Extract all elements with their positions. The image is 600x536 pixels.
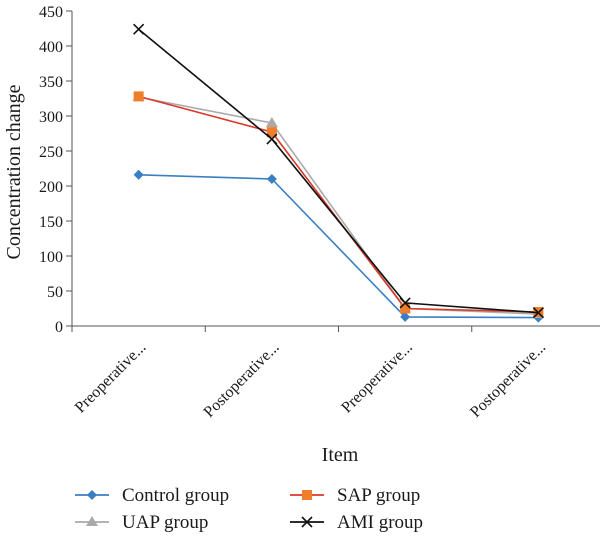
- control-group-point: [133, 169, 144, 180]
- ami-group-point: [532, 307, 544, 319]
- legend-item-uap-group: UAP group: [75, 512, 208, 533]
- control-group-line: [138, 174, 539, 319]
- ami-group-point: [266, 133, 278, 145]
- legend-marker: [301, 516, 313, 528]
- ami-group-point: [399, 297, 411, 309]
- legend-item-sap-group: SAP group: [290, 485, 420, 506]
- x-marker-stroke: [399, 297, 411, 309]
- y-tick-label: 250: [39, 144, 63, 161]
- series-control-group: [133, 169, 544, 323]
- ami-group-line: [138, 28, 539, 314]
- series-sap-group: [133, 91, 544, 317]
- legend-label: SAP group: [337, 485, 420, 506]
- y-tick-label: 300: [39, 109, 63, 126]
- x-marker-stroke: [133, 23, 145, 35]
- x-marker-stroke: [301, 516, 313, 528]
- y-tick-label: 200: [39, 179, 63, 196]
- y-tick-label: 350: [39, 74, 63, 91]
- series-uap-group: [132, 91, 545, 319]
- legend-item-ami-group: AMI group: [290, 512, 423, 533]
- y-tick-label: 50: [47, 284, 63, 301]
- legend-marker: [302, 490, 312, 500]
- y-axis-title: Concentration change: [3, 84, 25, 259]
- y-axis: 0 50 100 150 200 250 300 350 400 450: [39, 4, 73, 336]
- legend-item-control-group: Control group: [75, 485, 229, 506]
- legend-label: Control group: [122, 485, 229, 506]
- ami-group-point: [133, 23, 145, 35]
- sap-group-point: [133, 91, 144, 102]
- sap-group-point: [266, 127, 277, 138]
- x-tick-label: Preoperative...: [338, 339, 416, 417]
- legend-label: UAP group: [122, 512, 208, 533]
- legend-marker: [87, 490, 97, 500]
- y-tick-label: 400: [39, 39, 63, 56]
- y-tick-label: 450: [39, 4, 63, 21]
- uap-group-point: [265, 117, 278, 127]
- x-marker-stroke: [532, 307, 544, 319]
- series-ami-group: [133, 23, 544, 319]
- sap-group-point: [400, 303, 411, 314]
- y-tick-label: 100: [39, 249, 63, 266]
- legend: Control group SAP group UAP group AMI group: [75, 485, 423, 533]
- sap-group-line: [138, 95, 539, 313]
- x-tick-label: Postoperative...: [201, 339, 283, 421]
- control-group-point: [400, 311, 411, 322]
- y-tick-label: 150: [39, 214, 63, 231]
- uap-group-line: [138, 96, 539, 315]
- x-tick-label: Postoperative...: [467, 339, 549, 421]
- series-lines: [132, 23, 545, 323]
- x-axis: Preoperative... Postoperative... Preoperat…: [71, 325, 600, 421]
- x-marker-stroke: [266, 133, 278, 145]
- x-axis-title: Item: [322, 444, 359, 466]
- legend-label: AMI group: [337, 512, 423, 533]
- control-group-point: [266, 174, 277, 184]
- x-tick-label: Preoperative...: [72, 339, 150, 417]
- y-tick-label: 0: [55, 319, 63, 336]
- legend-marker: [86, 516, 98, 526]
